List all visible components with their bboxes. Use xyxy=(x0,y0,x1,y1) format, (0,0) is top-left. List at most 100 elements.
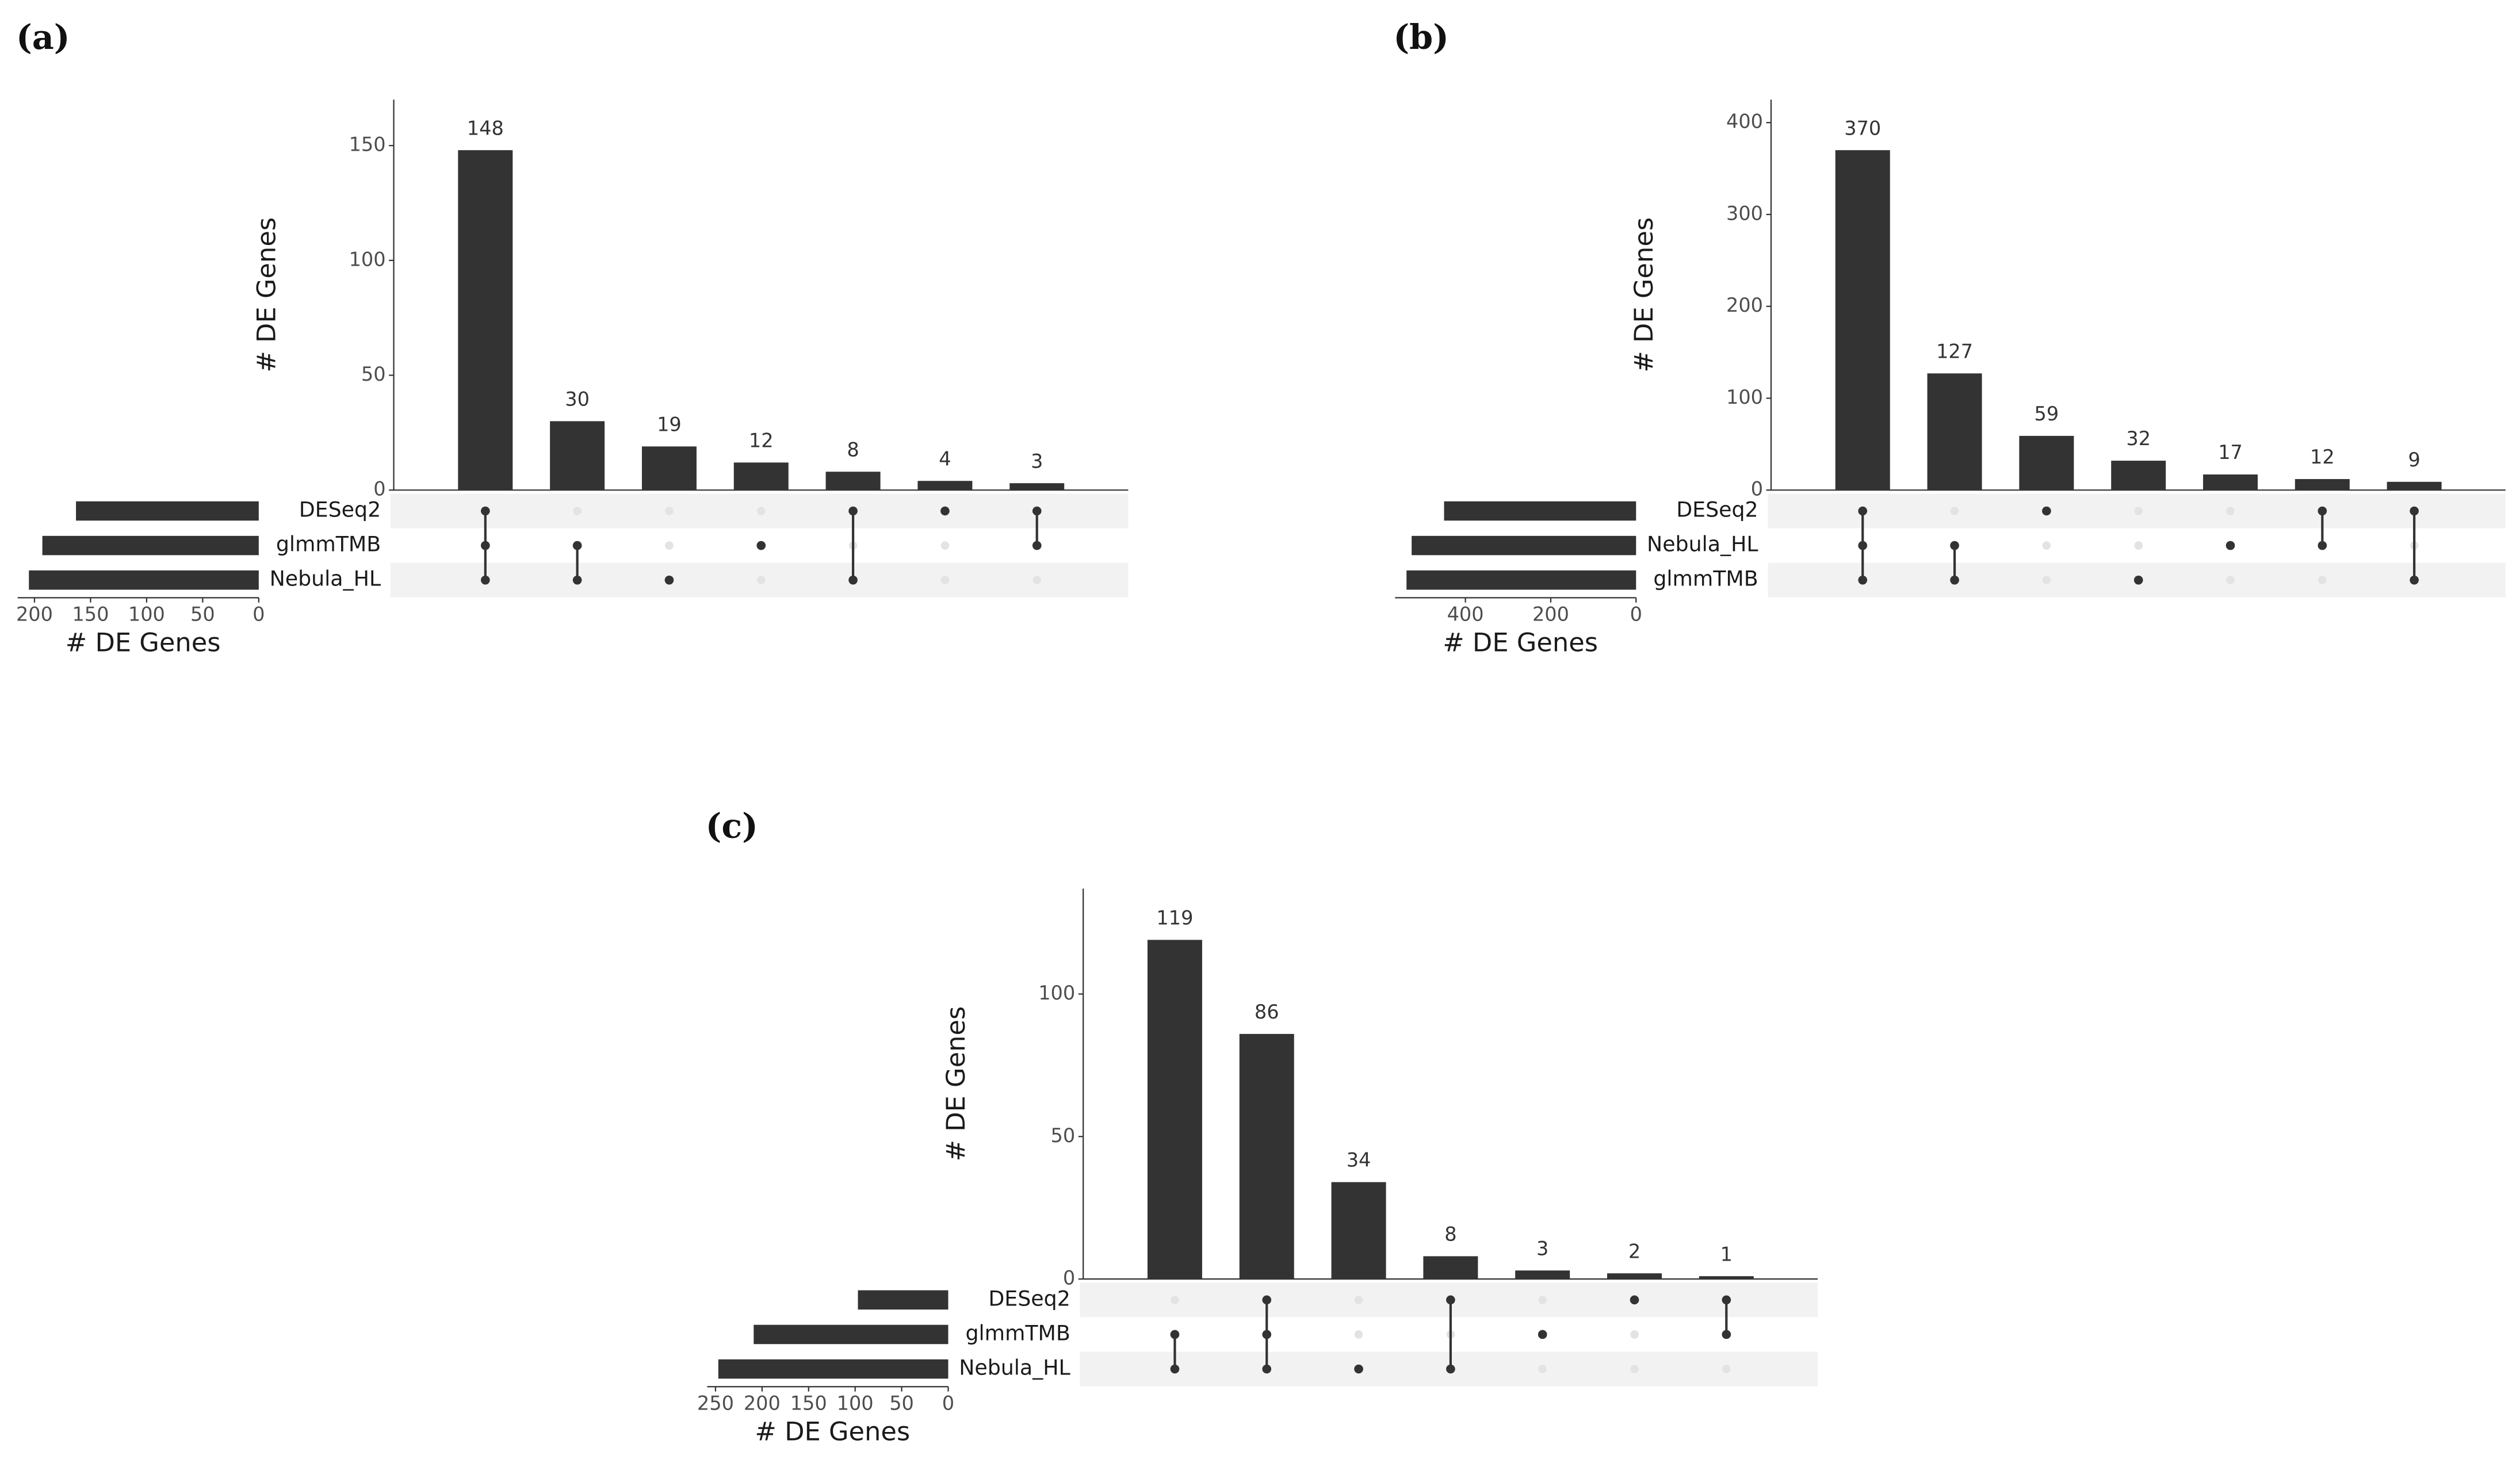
set-name: DESeq2 xyxy=(1676,497,1758,522)
active-dot xyxy=(1262,1330,1272,1339)
set-bar xyxy=(754,1324,949,1345)
y-tick-label: 150 xyxy=(349,133,386,156)
set-tick-label: 50 xyxy=(889,1392,914,1414)
set-tick-label: 200 xyxy=(16,603,53,626)
set-bar xyxy=(718,1359,949,1379)
value-label: 86 xyxy=(1255,1001,1279,1023)
inactive-dot xyxy=(1950,507,1959,515)
set-tick-label: 100 xyxy=(128,603,165,626)
value-label: 148 xyxy=(467,117,504,139)
active-dot xyxy=(2225,541,2235,550)
y-axis-title: # DE Genes xyxy=(1629,217,1659,373)
value-label: 12 xyxy=(2310,446,2335,468)
value-label: 2 xyxy=(1628,1240,1641,1262)
bar xyxy=(1147,940,1202,1280)
value-label: 3 xyxy=(1536,1237,1548,1259)
inactive-dot xyxy=(756,507,766,515)
bar xyxy=(2019,435,2074,491)
value-label: 370 xyxy=(1844,117,1881,139)
active-dot xyxy=(2318,541,2327,550)
bar xyxy=(2387,481,2442,491)
set-tick-label: 0 xyxy=(1630,603,1642,626)
bar xyxy=(641,446,697,491)
set-bar xyxy=(858,1290,949,1310)
set-bar xyxy=(42,535,259,556)
inactive-dot xyxy=(1354,1296,1363,1304)
value-label: 17 xyxy=(2218,441,2243,464)
active-dot xyxy=(1950,575,1959,585)
active-dot xyxy=(2410,506,2419,516)
active-dot xyxy=(2042,506,2051,516)
active-dot xyxy=(940,506,950,516)
bar xyxy=(1835,150,1890,491)
inactive-dot xyxy=(1033,576,1041,584)
y-tick-label: 0 xyxy=(1751,478,1763,500)
inactive-dot xyxy=(1722,1365,1731,1373)
y-axis-title: # DE Genes xyxy=(252,217,282,373)
inactive-dot xyxy=(940,541,950,550)
bar xyxy=(1331,1182,1386,1280)
bar xyxy=(1239,1033,1294,1280)
active-dot xyxy=(480,506,490,516)
bar xyxy=(550,421,605,491)
inactive-dot xyxy=(1538,1296,1547,1304)
y-tick-label: 400 xyxy=(1726,110,1763,133)
active-dot xyxy=(1538,1330,1547,1339)
inactive-dot xyxy=(2226,507,2235,515)
inactive-dot xyxy=(1354,1330,1363,1339)
active-dot xyxy=(756,541,766,550)
inactive-dot xyxy=(940,576,950,584)
active-dot xyxy=(1262,1295,1272,1305)
inactive-dot xyxy=(573,507,582,515)
active-dot xyxy=(480,575,490,585)
active-dot xyxy=(1950,541,1959,550)
active-dot xyxy=(1032,541,1042,550)
active-dot xyxy=(2410,575,2419,585)
active-dot xyxy=(1858,541,1868,550)
active-dot xyxy=(480,541,490,550)
inactive-dot xyxy=(2134,541,2143,550)
y-tick-label: 300 xyxy=(1726,202,1763,224)
y-tick-label: 50 xyxy=(1051,1124,1076,1147)
inactive-dot xyxy=(756,576,766,584)
set-tick-label: 400 xyxy=(1447,603,1484,626)
bar xyxy=(2203,474,2258,491)
value-label: 8 xyxy=(1444,1223,1456,1246)
bar xyxy=(1607,1273,1662,1280)
inactive-dot xyxy=(1171,1296,1179,1304)
value-label: 19 xyxy=(657,413,682,435)
inactive-dot xyxy=(1630,1365,1639,1373)
y-tick-label: 100 xyxy=(1038,982,1075,1004)
active-dot xyxy=(1170,1364,1180,1374)
bar xyxy=(458,150,513,491)
active-dot xyxy=(848,575,858,585)
y-tick-label: 0 xyxy=(373,478,385,500)
set-axis-title: # DE Genes xyxy=(66,627,221,657)
set-tick-label: 150 xyxy=(790,1392,827,1414)
active-dot xyxy=(848,506,858,516)
set-tick-label: 250 xyxy=(697,1392,734,1414)
value-label: 119 xyxy=(1156,906,1193,929)
inactive-dot xyxy=(2134,507,2143,515)
bar xyxy=(1515,1270,1570,1280)
active-dot xyxy=(1170,1330,1180,1339)
panel-label: (c) xyxy=(706,806,758,846)
active-dot xyxy=(1722,1330,1731,1339)
set-tick-label: 0 xyxy=(253,603,265,626)
inactive-dot xyxy=(2226,576,2235,584)
inactive-dot xyxy=(665,541,674,550)
set-name: glmmTMB xyxy=(276,532,381,557)
active-dot xyxy=(1446,1295,1455,1305)
active-dot xyxy=(1262,1364,1272,1374)
inactive-dot xyxy=(2042,541,2051,550)
bar xyxy=(1009,483,1065,491)
y-tick-label: 100 xyxy=(1726,386,1763,408)
inactive-dot xyxy=(1630,1330,1639,1339)
value-label: 127 xyxy=(1936,340,1973,362)
set-bar xyxy=(1444,501,1636,521)
